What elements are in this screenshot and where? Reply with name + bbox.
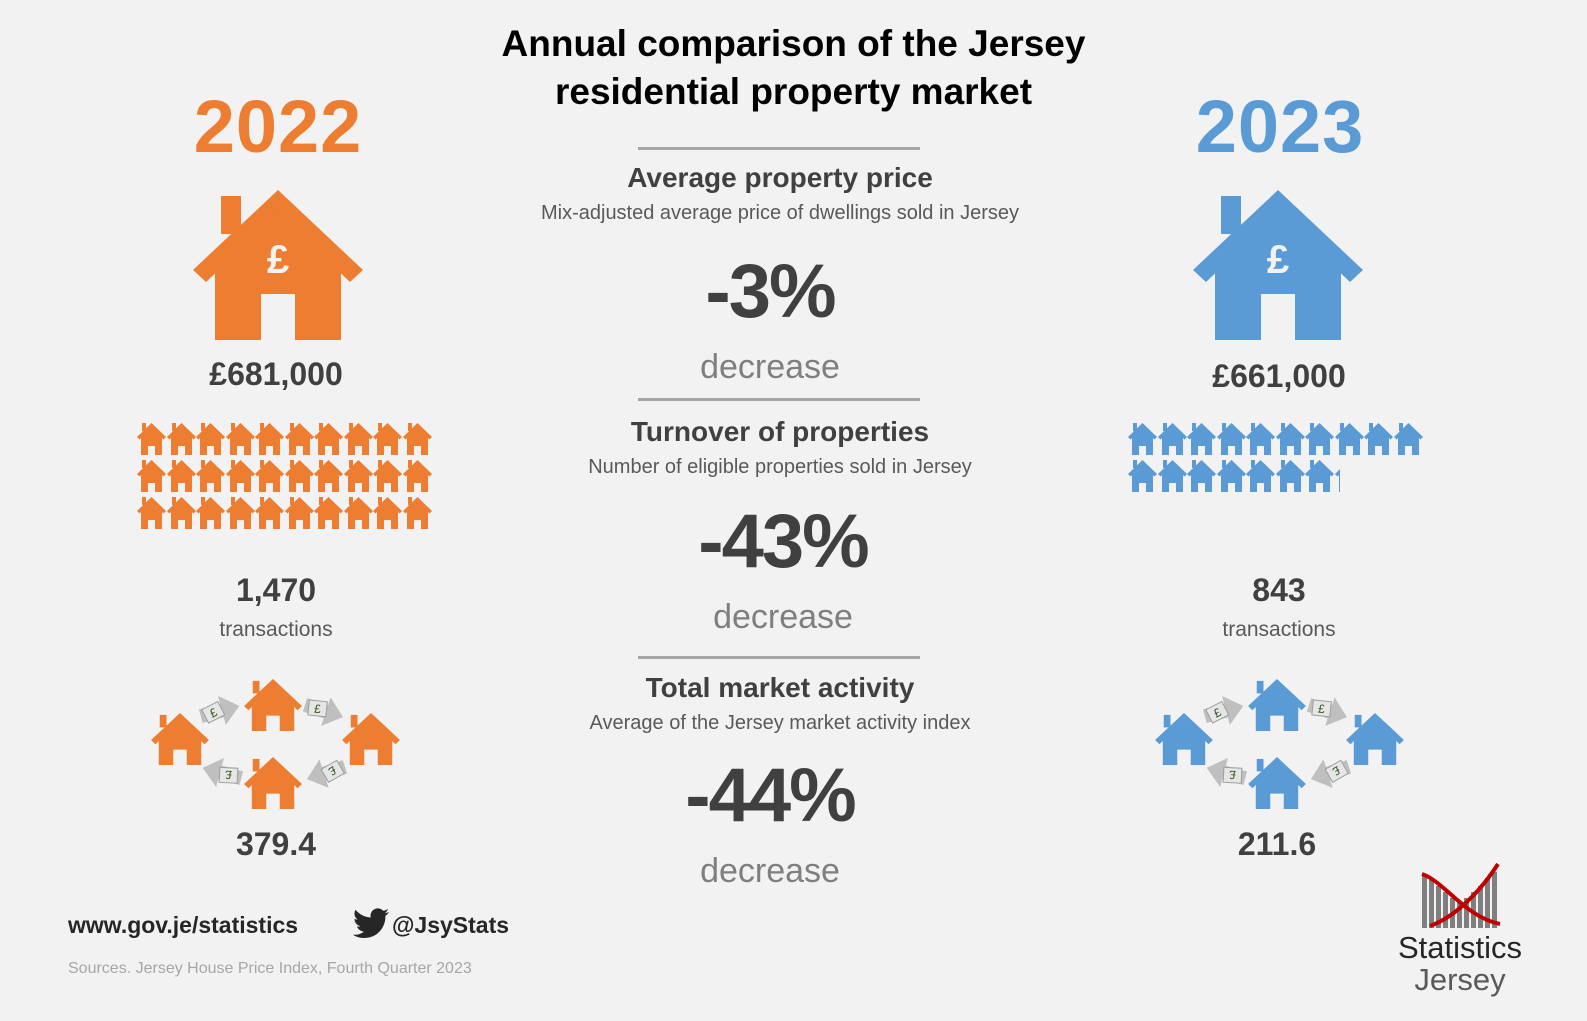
house-icon xyxy=(1216,423,1246,455)
house-icon xyxy=(137,423,166,455)
activity-index-left: 379.4 xyxy=(235,826,317,862)
change-price: -3% xyxy=(705,249,836,334)
logo-line-1: Statistics xyxy=(1397,930,1523,965)
house-icon xyxy=(1246,423,1275,455)
house-icon xyxy=(1393,423,1423,455)
transactions-label-right: transactions xyxy=(1222,618,1336,641)
house-icon xyxy=(1187,460,1216,492)
section-title-turnover: Turnover of properties xyxy=(630,416,930,447)
section-divider xyxy=(638,147,920,150)
house-icon xyxy=(1364,423,1393,455)
transactions-left: 1,470 xyxy=(235,572,317,608)
house-icon xyxy=(1275,423,1305,455)
house-icon xyxy=(343,497,373,529)
section-title-activity: Total market activity xyxy=(645,672,915,703)
house-icon xyxy=(1128,460,1157,492)
price-left: £681,000 xyxy=(209,356,343,392)
transactions-right: 843 xyxy=(1252,572,1306,608)
section-subtitle-price: Mix-adjusted average price of dwellings … xyxy=(540,202,1019,224)
house-icon xyxy=(402,497,432,529)
house-icon xyxy=(225,497,255,529)
house-icon xyxy=(373,423,402,455)
house-icon: £ xyxy=(193,188,363,343)
section-divider xyxy=(638,656,920,659)
house-icon xyxy=(343,460,373,492)
house-icon xyxy=(373,497,402,529)
twitter-bird-icon xyxy=(352,908,389,938)
pound-icon: £ xyxy=(267,238,289,282)
house-icon: £ xyxy=(1193,188,1363,343)
house-icon xyxy=(314,423,343,455)
market-activity-diagram-right xyxy=(1155,678,1404,810)
change-turnover: -43% xyxy=(698,499,869,584)
price-right: £661,000 xyxy=(1212,358,1346,394)
house-icon xyxy=(225,423,255,455)
section-subtitle-turnover: Number of eligible properties sold in Je… xyxy=(588,456,972,478)
direction-activity: decrease xyxy=(700,852,840,890)
title-line-1: Annual comparison of the Jersey xyxy=(501,23,1086,64)
title-line-2: residential property market xyxy=(554,71,1033,112)
change-activity: -44% xyxy=(685,753,856,838)
house-icon xyxy=(1305,423,1334,455)
house-icon xyxy=(255,423,284,455)
house-icon xyxy=(166,423,196,455)
house-icon xyxy=(1246,460,1275,492)
page-title: Annual comparison of the Jersey resident… xyxy=(0,20,1587,116)
house-icon xyxy=(1334,423,1364,455)
logo-line-2: Jersey xyxy=(1414,962,1506,997)
house-icon xyxy=(166,497,196,529)
house-icon xyxy=(1157,423,1187,455)
house-icon xyxy=(402,460,432,492)
house-icon xyxy=(402,423,432,455)
house-icon xyxy=(225,460,255,492)
house-icon xyxy=(1157,460,1187,492)
year-right: 2023 xyxy=(1195,85,1365,168)
house-icon xyxy=(196,423,225,455)
house-icon xyxy=(373,460,402,492)
website-link[interactable]: www.gov.je/statistics xyxy=(68,912,299,938)
year-left: 2022 xyxy=(193,85,363,168)
house-icon xyxy=(314,460,343,492)
house-icon-grid-left xyxy=(137,422,437,532)
house-icon xyxy=(284,460,314,492)
house-icon xyxy=(196,497,225,529)
house-icon xyxy=(1275,460,1305,492)
direction-turnover: decrease xyxy=(713,598,853,636)
house-icon xyxy=(137,497,166,529)
section-title-price: Average property price xyxy=(627,162,933,193)
house-icon xyxy=(137,460,166,492)
market-activity-diagram-left xyxy=(151,678,400,810)
house-icon xyxy=(166,460,196,492)
house-icon-grid-right xyxy=(1128,422,1438,494)
activity-index-right: 211.6 xyxy=(1237,826,1317,862)
direction-price: decrease xyxy=(700,348,840,386)
house-icon xyxy=(196,460,225,492)
house-icon xyxy=(255,497,284,529)
house-icon xyxy=(284,423,314,455)
house-icon xyxy=(343,423,373,455)
house-icon xyxy=(314,497,343,529)
house-icon xyxy=(1187,423,1216,455)
house-icon xyxy=(1216,460,1246,492)
sources-note: Sources. Jersey House Price Index, Fourt… xyxy=(68,960,472,977)
logo-text: Statistics Jersey xyxy=(1380,932,1540,996)
twitter-handle[interactable]: @JsyStats xyxy=(392,912,510,938)
house-icon xyxy=(1128,423,1157,455)
transactions-label-left: transactions xyxy=(219,618,333,641)
house-icon xyxy=(1334,460,1341,492)
pound-icon: £ xyxy=(1267,238,1289,282)
section-divider xyxy=(638,398,920,401)
house-icon xyxy=(255,460,284,492)
statistics-jersey-logo-icon xyxy=(1421,862,1501,928)
house-icon xyxy=(284,497,314,529)
house-icon xyxy=(1305,460,1334,492)
section-subtitle-activity: Average of the Jersey market activity in… xyxy=(589,712,971,734)
